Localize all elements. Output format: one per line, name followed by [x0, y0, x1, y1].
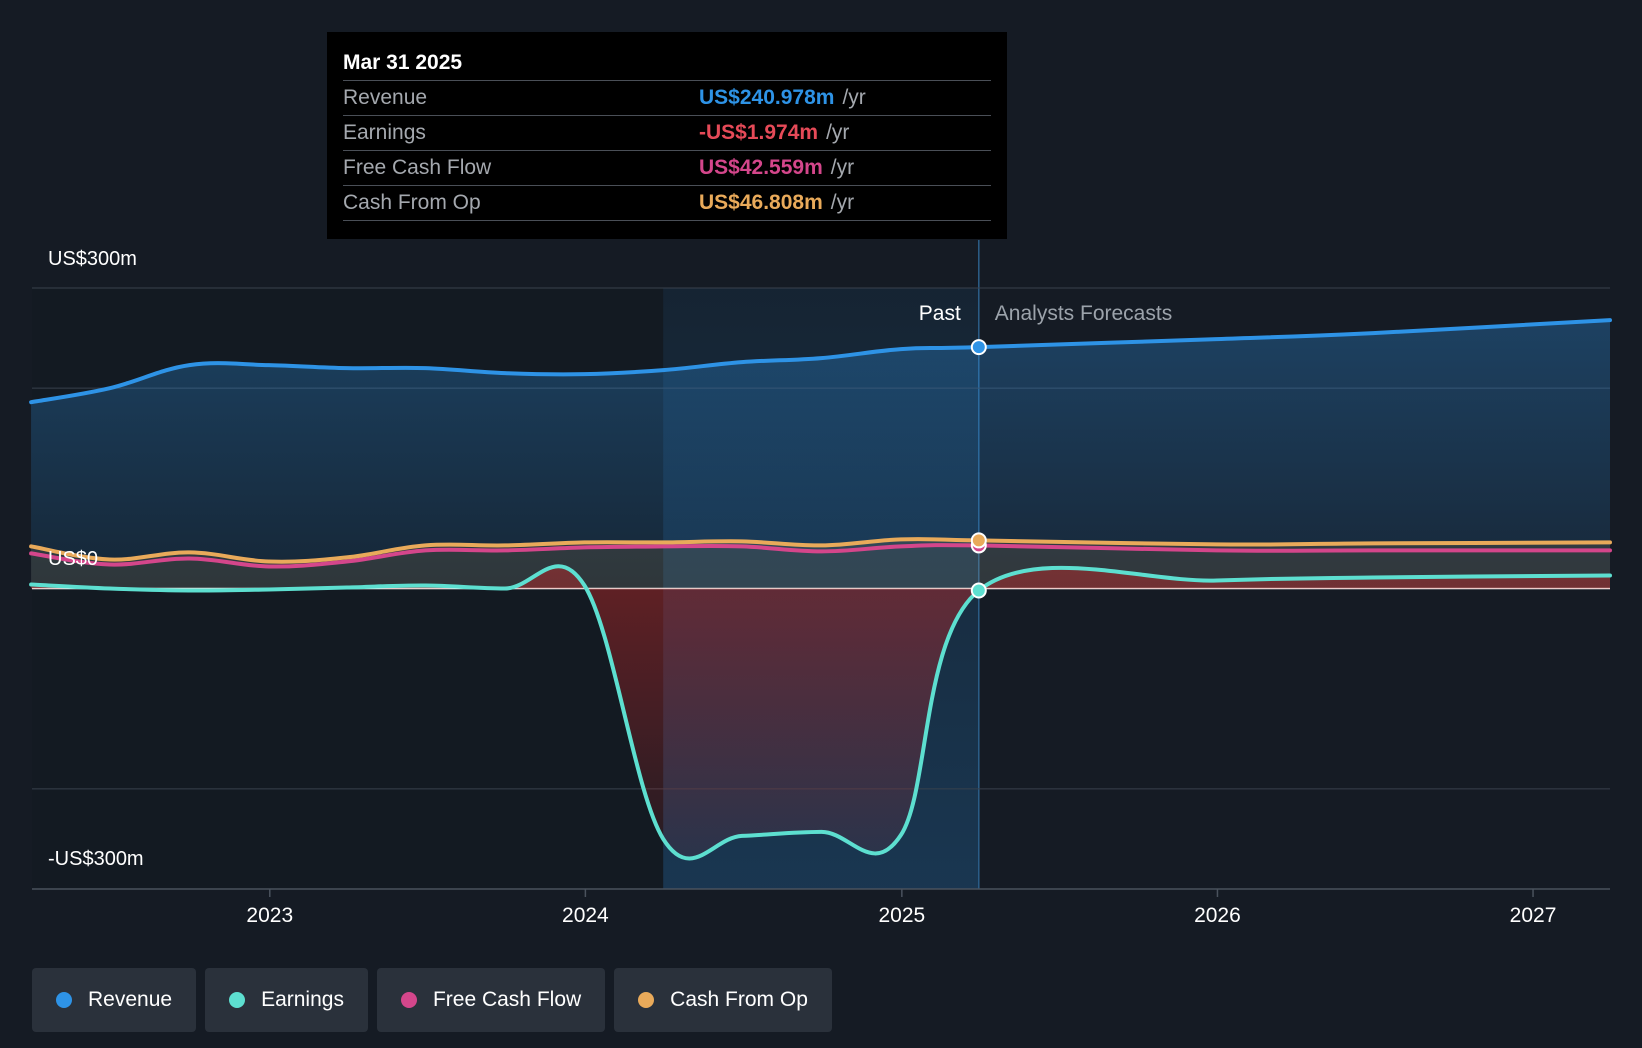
y-tick-label: US$0: [48, 548, 98, 570]
legend-item-free-cash-flow[interactable]: Free Cash Flow: [376, 968, 606, 1032]
cash-from-op-line: [29, 537, 1612, 564]
revenue-line: [29, 318, 1612, 405]
tooltip-value: -US$1.974m: [699, 121, 819, 144]
legend-label: Earnings: [261, 988, 344, 1011]
tooltip-value: US$46.808m: [699, 191, 823, 214]
x-tick-label: 2026: [1194, 904, 1241, 927]
legend: Revenue Earnings Free Cash Flow Cash Fro…: [32, 968, 832, 1032]
legend-dot-icon: [638, 992, 655, 1008]
cash-from-op-marker: [970, 532, 987, 549]
free-cash-flow-line: [29, 543, 1612, 569]
x-tick-label: 2025: [878, 904, 925, 927]
tooltip-row-cash-from-op: Cash From Op US$46.808m /yr: [343, 185, 991, 221]
legend-item-earnings[interactable]: Earnings: [205, 968, 368, 1032]
earnings-area: [31, 566, 1611, 859]
legend-dot-icon: [56, 992, 72, 1008]
x-tick-label: 2027: [1510, 904, 1557, 927]
revenue-marker: [970, 339, 987, 356]
tooltip-date: Mar 31 2025: [343, 51, 463, 74]
legend-item-revenue[interactable]: Revenue: [32, 968, 197, 1032]
tooltip-label: Revenue: [343, 86, 428, 109]
earnings-marker: [970, 582, 987, 599]
tooltip: Mar 31 2025 Revenue US$240.978m /yr Earn…: [327, 32, 1007, 239]
earnings-line: [29, 564, 1612, 861]
x-tick-label: 2023: [246, 904, 293, 927]
past-label: Past: [919, 302, 961, 325]
tooltip-label: Cash From Op: [343, 191, 481, 214]
forecast-label: Analysts Forecasts: [995, 302, 1172, 325]
tooltip-row-revenue: Revenue US$240.978m /yr: [343, 80, 991, 115]
tooltip-unit: /yr: [830, 191, 855, 214]
legend-label: Revenue: [88, 988, 173, 1011]
tooltip-label: Earnings: [343, 121, 426, 144]
tooltip-unit: /yr: [826, 121, 850, 144]
tooltip-label: Free Cash Flow: [343, 156, 492, 179]
tooltip-row-earnings: Earnings -US$1.974m /yr: [343, 115, 991, 150]
tooltip-unit: /yr: [830, 156, 855, 179]
legend-dot-icon: [400, 992, 417, 1008]
legend-item-cash-from-op[interactable]: Cash From Op: [614, 968, 832, 1032]
y-tick-label: -US$300m: [48, 848, 144, 870]
legend-label: Cash From Op: [670, 988, 808, 1011]
revenue-area: [31, 320, 1611, 589]
y-tick-label: US$300m: [48, 248, 137, 270]
legend-dot-icon: [229, 992, 246, 1008]
x-tick-label: 2024: [562, 904, 609, 927]
tooltip-row-free-cash-flow: Free Cash Flow US$42.559m /yr: [343, 150, 991, 185]
tooltip-value: US$42.559m: [699, 156, 823, 179]
tooltip-value: US$240.978m: [699, 86, 835, 109]
tooltip-unit: /yr: [842, 86, 866, 109]
legend-label: Free Cash Flow: [432, 988, 582, 1011]
